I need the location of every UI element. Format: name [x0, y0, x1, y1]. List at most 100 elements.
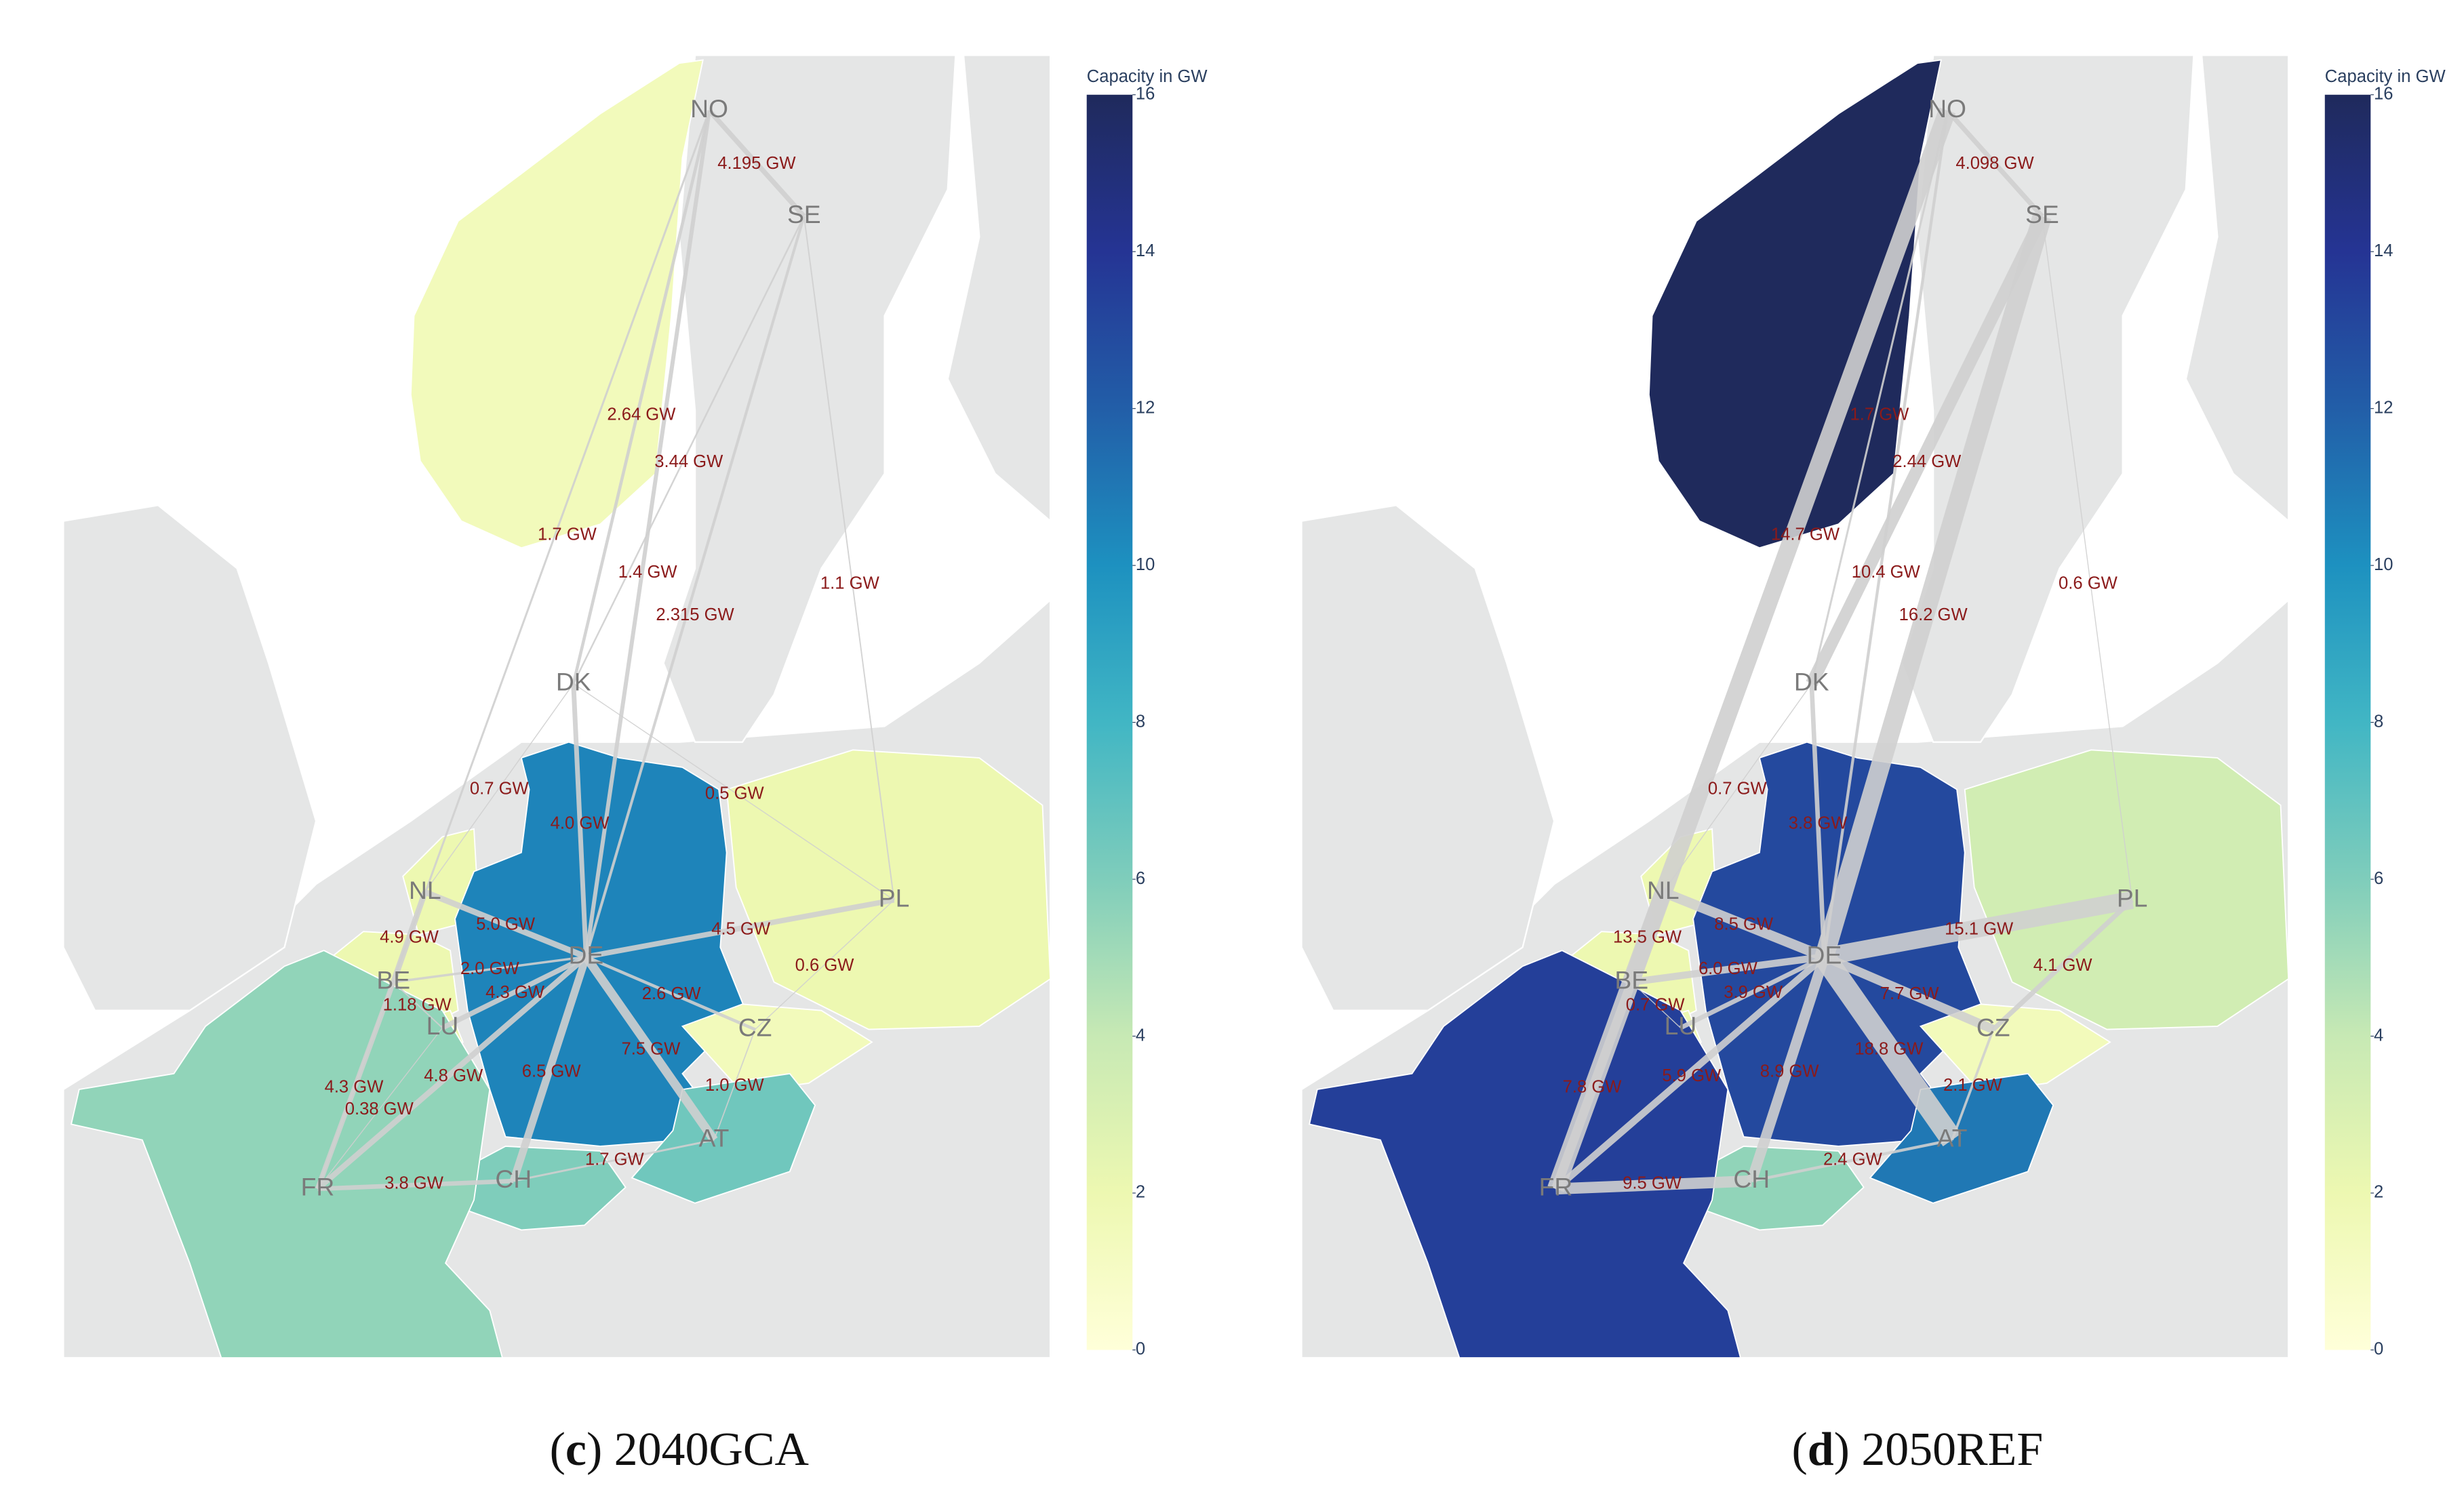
country — [726, 749, 1052, 1030]
flow-label: 2.1 GW — [1943, 1076, 2003, 1095]
flow-line — [572, 216, 805, 685]
flow-label: 5.0 GW — [476, 915, 536, 934]
flow-label: 4.1 GW — [2033, 956, 2093, 975]
flow-label: 1.4 GW — [618, 563, 678, 582]
caption: (c) 2040GCA — [550, 1424, 809, 1476]
node-label: PL — [879, 883, 910, 912]
flow-line — [317, 1178, 514, 1192]
flow-line — [1551, 980, 1636, 1191]
flow-label: 4.3 GW — [325, 1078, 384, 1097]
flow-label: 0.6 GW — [2059, 574, 2118, 593]
country — [631, 1072, 816, 1204]
colorbar-title: Capacity in GW — [2325, 67, 2446, 86]
flow-label: 0.7 GW — [1708, 779, 1768, 798]
flow-label: 10.4 GW — [1852, 563, 1921, 582]
country — [1309, 950, 1742, 1359]
colorbar — [2324, 94, 2371, 1350]
flow-label: 18.8 GW — [1854, 1040, 1924, 1059]
colorbar — [1086, 94, 1133, 1350]
node-label: NO — [1928, 94, 1966, 123]
colorbar-tick-label: 16 — [2374, 85, 2393, 104]
flow-label: 0.6 GW — [795, 956, 855, 975]
flow-line — [1746, 955, 1829, 1183]
node-label: DE — [1807, 940, 1842, 969]
flow-line — [315, 954, 589, 1192]
flow-label: 4.3 GW — [485, 983, 545, 1002]
flow-label: 1.18 GW — [383, 995, 452, 1014]
flow-label: 2.64 GW — [607, 405, 676, 424]
flow-line — [582, 954, 718, 1143]
flow-line — [755, 900, 895, 1030]
caption-part: ) 2040GCA — [587, 1424, 809, 1476]
flow-label: 2.0 GW — [460, 959, 520, 978]
colorbar-tick-label: 10 — [2374, 555, 2393, 574]
flow-line — [424, 683, 574, 893]
flow-label: 2.6 GW — [642, 984, 702, 1003]
node-label: BE — [376, 966, 410, 994]
caption-part: ( — [550, 1424, 565, 1476]
flow-line — [803, 216, 895, 900]
caption-part: ( — [1792, 1424, 1808, 1476]
flow-label: 1.7 GW — [585, 1150, 645, 1169]
flow-label: 4.0 GW — [551, 814, 610, 833]
flow-line — [1806, 214, 2048, 687]
colorbar-tick-label: 4 — [1136, 1026, 1145, 1045]
flow-label: 0.7 GW — [470, 779, 530, 798]
colorbar-tick-label: 6 — [1136, 869, 1145, 888]
map-panel: 4.098 GW 1.7 GW 2.44 GW 14.7 GW 10.4 GW 16.2 … — [1300, 54, 2446, 1476]
node-label: PL — [2117, 883, 2148, 912]
node-label: CH — [1733, 1165, 1770, 1193]
flow-line — [1951, 1028, 1995, 1141]
flow-label: 4.098 GW — [1955, 154, 2034, 173]
node-label: LU — [426, 1011, 459, 1040]
node-label: FR — [1539, 1173, 1573, 1201]
flow-label: 0.5 GW — [705, 784, 765, 803]
colorbar-tick-label: 12 — [1136, 398, 1155, 417]
land — [947, 54, 1052, 523]
flow-line — [509, 955, 590, 1182]
flow-label: 13.5 GW — [1613, 927, 1682, 946]
flow-line — [1624, 889, 1671, 985]
flow-line — [713, 1029, 756, 1140]
colorbar-tick-label: 4 — [2374, 1026, 2383, 1045]
node-label: CZ — [1976, 1013, 2010, 1041]
caption-part: d — [1808, 1424, 1834, 1476]
flow-line — [585, 955, 756, 1031]
flow-line — [1945, 108, 2044, 218]
flow-label: 3.9 GW — [1724, 983, 1783, 1002]
flow-line — [1814, 950, 1962, 1147]
node-label: NL — [1647, 876, 1680, 904]
flow-line — [573, 683, 894, 901]
country — [70, 950, 504, 1359]
country — [1648, 59, 1942, 549]
caption-part: c — [565, 1424, 587, 1476]
flow-label: 4.195 GW — [717, 154, 796, 173]
flow-line — [1553, 954, 1827, 1192]
map-panel: 4.195 GW 2.64 GW 3.44 GW 1.7 GW 1.4 GW 2.315 … — [62, 54, 1208, 1476]
colorbar-tick-label: 2 — [2374, 1183, 2383, 1202]
flow-line — [393, 981, 443, 1029]
flow-label: 0.38 GW — [345, 1100, 414, 1119]
colorbar-tick-label: 0 — [1136, 1339, 1145, 1358]
flow-label: 8.9 GW — [1760, 1062, 1820, 1081]
flow-label: 1.7 GW — [538, 525, 597, 544]
flow-line — [1679, 954, 1825, 1030]
colorbar-tick-label: 2 — [1136, 1183, 1145, 1202]
flow-line — [441, 954, 588, 1030]
colorbar-tick-label: 8 — [1136, 712, 1145, 731]
flow-label: 2.4 GW — [1823, 1150, 1883, 1169]
node-label: SE — [787, 200, 821, 228]
caption-part: ) 2050REF — [1834, 1424, 2044, 1476]
flow-line — [1810, 110, 1949, 684]
node-label: AT — [699, 1123, 730, 1152]
flow-label: 3.8 GW — [384, 1174, 444, 1193]
flow-label: 3.44 GW — [654, 452, 723, 471]
node-label: NL — [409, 876, 441, 904]
flow-label: 15.1 GW — [1945, 920, 2014, 939]
land — [2185, 54, 2290, 523]
colorbar-tick-label: 16 — [1136, 85, 1155, 104]
flow-label: 7.5 GW — [621, 1040, 681, 1059]
flow-label: 5.9 GW — [1662, 1066, 1722, 1085]
caption: (d) 2050REF — [1792, 1424, 2044, 1476]
flow-line — [1814, 214, 2052, 960]
